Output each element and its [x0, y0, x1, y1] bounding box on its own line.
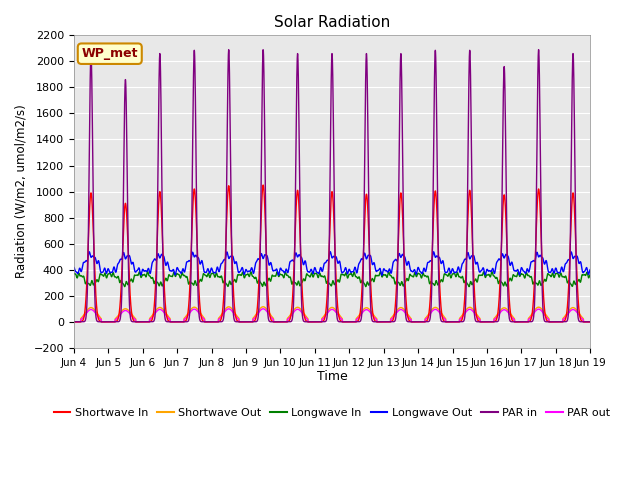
- Shortwave In: [70, 319, 77, 324]
- PAR in: [558, 319, 566, 324]
- Longwave In: [559, 274, 566, 280]
- Legend: Shortwave In, Shortwave Out, Longwave In, Longwave Out, PAR in, PAR out: Shortwave In, Shortwave Out, Longwave In…: [49, 403, 615, 422]
- Shortwave In: [564, 285, 572, 291]
- Text: WP_met: WP_met: [81, 47, 138, 60]
- Longwave In: [462, 278, 470, 284]
- Shortwave Out: [70, 319, 77, 324]
- PAR out: [314, 319, 322, 324]
- PAR in: [70, 319, 77, 324]
- Shortwave Out: [245, 319, 253, 324]
- Longwave In: [376, 269, 384, 275]
- Longwave Out: [586, 266, 594, 272]
- Line: Shortwave Out: Shortwave Out: [74, 307, 590, 322]
- PAR in: [564, 308, 572, 314]
- Longwave In: [314, 275, 322, 280]
- Longwave Out: [447, 269, 455, 275]
- PAR in: [314, 319, 322, 324]
- X-axis label: Time: Time: [317, 370, 348, 384]
- PAR out: [70, 319, 77, 324]
- Longwave Out: [559, 265, 566, 271]
- PAR out: [558, 319, 566, 324]
- PAR out: [462, 309, 470, 315]
- Title: Solar Radiation: Solar Radiation: [274, 15, 390, 30]
- Shortwave In: [245, 319, 253, 324]
- PAR in: [586, 319, 594, 324]
- Line: Shortwave In: Shortwave In: [74, 185, 590, 322]
- Longwave In: [245, 274, 253, 279]
- Y-axis label: Radiation (W/m2, umol/m2/s): Radiation (W/m2, umol/m2/s): [15, 105, 28, 278]
- Shortwave In: [314, 319, 322, 324]
- Longwave Out: [326, 249, 334, 254]
- PAR in: [535, 47, 543, 52]
- Shortwave Out: [558, 319, 566, 324]
- Longwave Out: [245, 268, 253, 274]
- Longwave Out: [378, 272, 386, 278]
- Longwave Out: [565, 257, 573, 263]
- Longwave Out: [462, 256, 470, 262]
- Line: Longwave Out: Longwave Out: [74, 252, 590, 275]
- Longwave Out: [314, 270, 322, 276]
- Shortwave Out: [314, 319, 322, 324]
- PAR out: [564, 310, 572, 316]
- Longwave In: [465, 284, 473, 289]
- Longwave In: [447, 274, 455, 280]
- PAR out: [586, 319, 594, 324]
- Shortwave In: [586, 319, 594, 324]
- Longwave In: [565, 278, 573, 284]
- Longwave In: [586, 272, 594, 277]
- Line: Longwave In: Longwave In: [74, 272, 590, 287]
- Shortwave Out: [586, 319, 594, 324]
- PAR in: [245, 319, 253, 324]
- PAR out: [259, 306, 267, 312]
- Shortwave In: [462, 270, 470, 276]
- Line: PAR in: PAR in: [74, 49, 590, 322]
- Shortwave Out: [462, 307, 470, 313]
- Shortwave Out: [447, 319, 455, 324]
- Longwave Out: [70, 264, 77, 270]
- PAR in: [462, 296, 470, 301]
- Longwave In: [70, 270, 77, 276]
- Shortwave Out: [259, 304, 267, 310]
- PAR out: [245, 319, 253, 324]
- Shortwave In: [447, 319, 455, 324]
- Line: PAR out: PAR out: [74, 309, 590, 322]
- Shortwave Out: [564, 308, 572, 314]
- PAR in: [447, 319, 455, 324]
- Shortwave In: [558, 319, 566, 324]
- PAR out: [447, 319, 455, 324]
- Shortwave In: [259, 182, 267, 188]
